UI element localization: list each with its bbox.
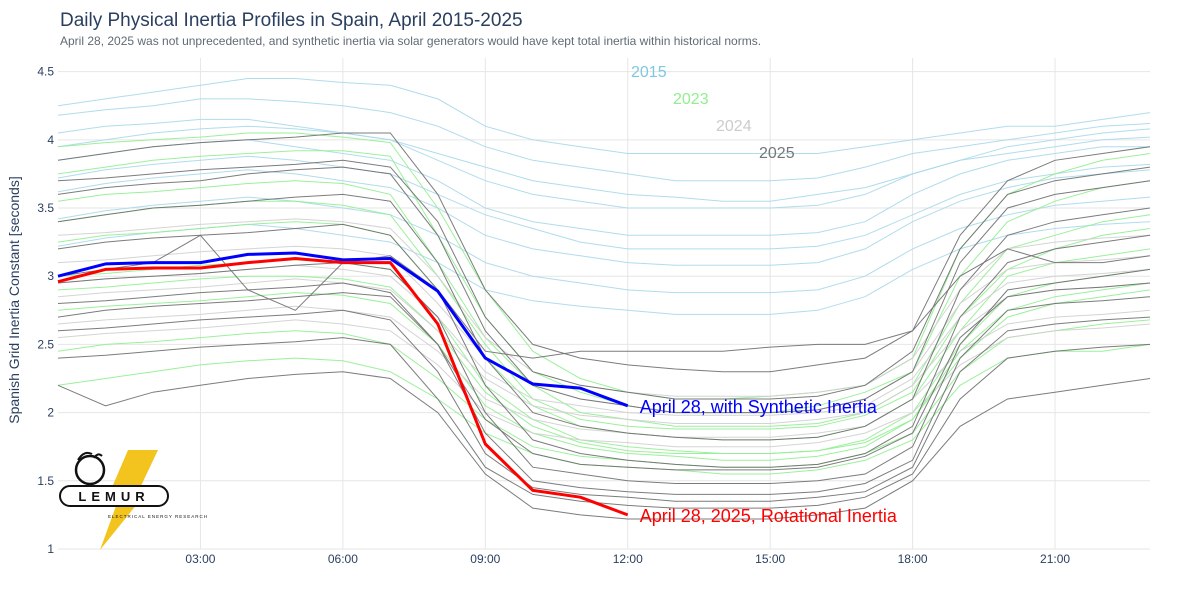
chart-title: Daily Physical Inertia Profiles in Spain…: [60, 10, 523, 31]
year-label-2023: 2023: [673, 91, 709, 108]
x-tick-label: 15:00: [755, 552, 785, 566]
lemur-head-icon: [74, 454, 106, 486]
profile-line-2025: [57, 262, 1151, 484]
x-tick-label: 21:00: [1040, 552, 1070, 566]
profile-line-2025: [57, 337, 1151, 509]
y-tick-label: 1: [47, 542, 54, 556]
profile-line-2015: [57, 78, 1151, 154]
profile-line-2025: [57, 309, 1151, 502]
profile-line-2024: [57, 319, 1151, 448]
y-tick-label: 4.5: [37, 65, 54, 79]
x-tick-label: 09:00: [470, 552, 500, 566]
profile-line-2024: [57, 278, 1151, 424]
profile-line-2025: [57, 371, 1151, 520]
profile-line-2025: [57, 159, 1151, 400]
year-label-2015: 2015: [631, 64, 667, 81]
year-labels: 2015 2023 2024 2025: [631, 64, 795, 162]
profile-line-2023: [57, 319, 1151, 468]
y-axis-label: Spanish Grid Inertia Constant [seconds]: [6, 176, 22, 423]
logo-wordmark: LEMUR: [78, 489, 149, 504]
chart-subtitle: April 28, 2025 was not unprecedented, an…: [60, 34, 762, 48]
profile-line-2025: [57, 166, 1151, 414]
highlight-lines: [57, 251, 629, 517]
y-tick-label: 4: [47, 133, 54, 147]
lemur-tail-icon: [77, 451, 103, 461]
y-tick-label: 3.5: [37, 201, 54, 215]
highlight-line-rotational: [57, 257, 629, 517]
profile-line-2015: [57, 98, 1151, 182]
axis-ticks: 1 1.5 2 2.5 3 3.5 4 4.5 03:00 06:00 09:00 12:00 15:0…: [37, 65, 1070, 566]
profile-line-2023: [57, 259, 1151, 454]
profile-line-2023: [57, 150, 1151, 414]
profile-line-2025: [57, 282, 1151, 495]
chart-gridlines: [58, 58, 1150, 550]
profile-line-2023: [57, 221, 1151, 441]
year-label-2024: 2024: [716, 118, 752, 135]
x-tick-label: 18:00: [898, 552, 928, 566]
profile-line-2025: [57, 282, 1151, 471]
series-annotations: April 28, with Synthetic Inertia April 28…: [640, 397, 898, 526]
profile-line-2023: [57, 275, 1151, 454]
y-tick-label: 2: [47, 406, 54, 420]
x-tick-label: 12:00: [613, 552, 643, 566]
logo-wordmark-frame: [59, 485, 169, 507]
profile-line-2015: [57, 196, 1151, 294]
profile-line-2025: [57, 223, 1151, 468]
year-label-2025: 2025: [759, 145, 795, 162]
x-tick-label: 06:00: [328, 552, 358, 566]
profile-line-2025: [57, 193, 1151, 441]
highlight-line-synthetic: [57, 251, 629, 408]
annotation-synthetic: April 28, with Synthetic Inertia: [640, 397, 878, 417]
profile-line-2015: [57, 155, 1151, 250]
profile-line-2024: [57, 305, 1151, 438]
profile-line-2025: [57, 132, 1151, 373]
logo-tagline: ELECTRICAL ENERGY RESEARCH: [108, 514, 208, 519]
y-tick-label: 1.5: [37, 474, 54, 488]
background-profile-lines: [57, 78, 1151, 520]
profile-line-2015: [57, 125, 1151, 202]
profile-line-2023: [57, 180, 1151, 427]
profile-line-2023: [57, 289, 1151, 461]
x-tick-label: 03:00: [185, 552, 215, 566]
profile-line-2015: [57, 169, 1151, 266]
y-tick-label: 2.5: [37, 337, 54, 351]
annotation-rotational: April 28, 2025, Rotational Inertia: [640, 506, 898, 526]
profile-line-2025: [57, 234, 1151, 359]
lemur-logo: LEMUR ELECTRICAL ENERGY RESEARCH: [59, 450, 208, 550]
profile-line-2015: [57, 118, 1151, 209]
y-tick-label: 3: [47, 269, 54, 283]
